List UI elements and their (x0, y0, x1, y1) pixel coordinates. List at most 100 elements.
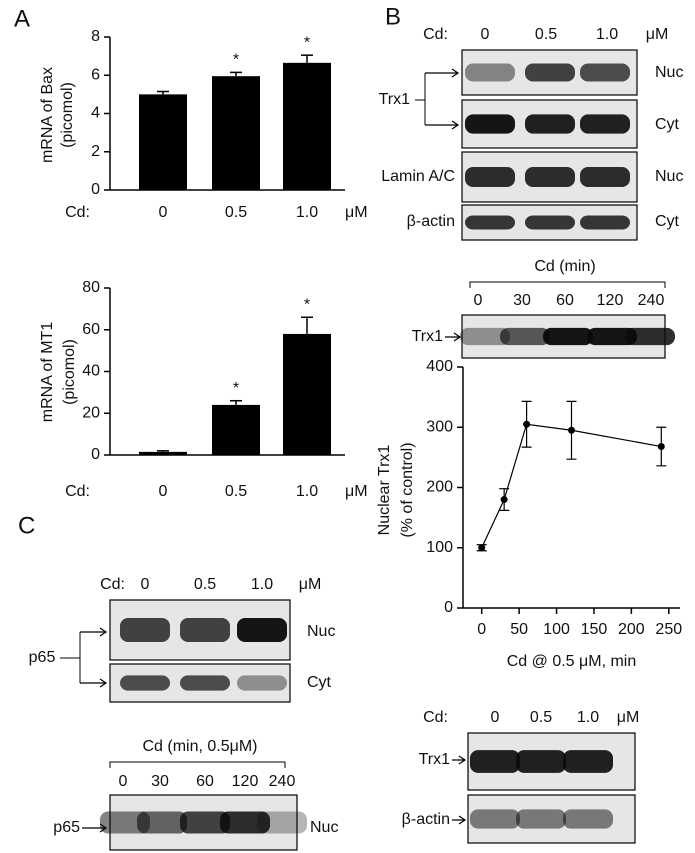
bracket (109, 761, 286, 768)
band (580, 167, 630, 187)
y-tick-label: 40 (82, 363, 100, 380)
data-point (478, 544, 486, 552)
band (580, 63, 630, 82)
lane-label: μM (299, 576, 322, 593)
y-tick-label: 100 (426, 539, 453, 556)
bar (139, 451, 187, 455)
error-bar (301, 316, 313, 334)
lane-label: μM (617, 709, 640, 726)
arrow (445, 332, 462, 342)
lane-label: 120 (597, 292, 624, 309)
bar (283, 62, 331, 190)
fraction-label: Cyt (307, 674, 332, 691)
x-tick-label: 0.5 (225, 483, 247, 500)
band (525, 114, 575, 134)
y-tick-label: 60 (82, 321, 100, 338)
arrow (80, 627, 108, 637)
x-tick-label: 0 (159, 483, 168, 500)
band (180, 675, 230, 691)
data-point (568, 426, 575, 434)
significance: * (304, 34, 310, 51)
fraction-label: Nuc (655, 64, 683, 81)
fraction-label: Nuc (310, 819, 338, 836)
band (516, 750, 566, 773)
bar (212, 404, 260, 455)
lane-label: 1.0 (577, 709, 599, 726)
fraction-label: Nuc (655, 168, 683, 185)
band (465, 167, 515, 187)
x-tick-label: 0 (159, 204, 168, 221)
significance: * (304, 296, 310, 313)
x-tick-label: 200 (618, 621, 645, 638)
bar (139, 94, 187, 190)
x-tick-label: 1.0 (296, 204, 318, 221)
band (180, 618, 230, 642)
panel-label: A (14, 5, 30, 32)
y-tick-label: 200 (426, 479, 453, 496)
y-tick-label: 4 (91, 105, 100, 122)
y-tick-label: 6 (91, 66, 100, 83)
panel-label: C (18, 512, 35, 539)
arrow (452, 815, 467, 825)
arrow (80, 678, 108, 688)
band (580, 114, 630, 134)
band (237, 618, 287, 642)
arrow (425, 68, 460, 78)
band (500, 327, 550, 346)
error-bar (230, 71, 242, 77)
lane-label: Cd: (423, 26, 448, 43)
bar (283, 333, 331, 455)
fraction-label: Cyt (655, 116, 680, 133)
y-axis-label: Nuclear Trx1 (376, 445, 393, 536)
panel-label: B (385, 3, 401, 30)
lane-label: 0 (481, 26, 490, 43)
arrow (425, 120, 460, 130)
band (580, 215, 630, 230)
y-tick-label: 400 (426, 358, 453, 375)
y-tick-label: 8 (91, 28, 100, 45)
band (137, 811, 187, 834)
lane-label: 60 (196, 773, 214, 790)
lane-label: 1.0 (596, 26, 618, 43)
x-axis-label: Cd @ 0.5 μM, min (507, 653, 637, 670)
lane-label: 240 (638, 292, 665, 309)
bracket (469, 281, 666, 288)
y-tick-label: 0 (91, 181, 100, 198)
protein-label: Trx1 (419, 751, 451, 768)
error-bar (230, 399, 242, 405)
protein-label: Trx1 (412, 328, 444, 345)
y-tick-label: 20 (82, 404, 100, 421)
protein-label: β-actin (407, 213, 455, 230)
blot-title: Cd (min, 0.5μM) (142, 738, 257, 755)
y-axis-label: (% of control) (399, 442, 416, 537)
protein-label: p65 (53, 819, 80, 836)
band (563, 750, 613, 773)
y-axis-label: mRNA of Bax (39, 67, 56, 163)
band (465, 63, 515, 82)
lane-label: 0.5 (535, 26, 557, 43)
x-tick-label: 1.0 (296, 483, 318, 500)
lane-label: 0.5 (530, 709, 552, 726)
lane-label: 0 (491, 709, 500, 726)
y-tick-label: 2 (91, 143, 100, 160)
lane-label: Cd: (100, 576, 125, 593)
lane-label: 30 (513, 292, 531, 309)
y-tick-label: 300 (426, 418, 453, 435)
arrow (82, 823, 108, 833)
band (563, 809, 613, 829)
band (525, 63, 575, 82)
y-axis-label: mRNA of MT1 (39, 322, 56, 423)
band (465, 114, 515, 134)
band (587, 327, 637, 346)
band (625, 327, 675, 346)
protein-label: Lamin A/C (381, 168, 455, 185)
lane-label: 60 (556, 292, 574, 309)
band (516, 809, 566, 829)
x-unit: μM (345, 204, 368, 221)
data-point (657, 443, 665, 451)
x-tick-label: 50 (510, 621, 528, 638)
fraction-label: Nuc (307, 623, 335, 640)
band (180, 811, 230, 834)
band (525, 215, 575, 230)
band (120, 675, 170, 691)
